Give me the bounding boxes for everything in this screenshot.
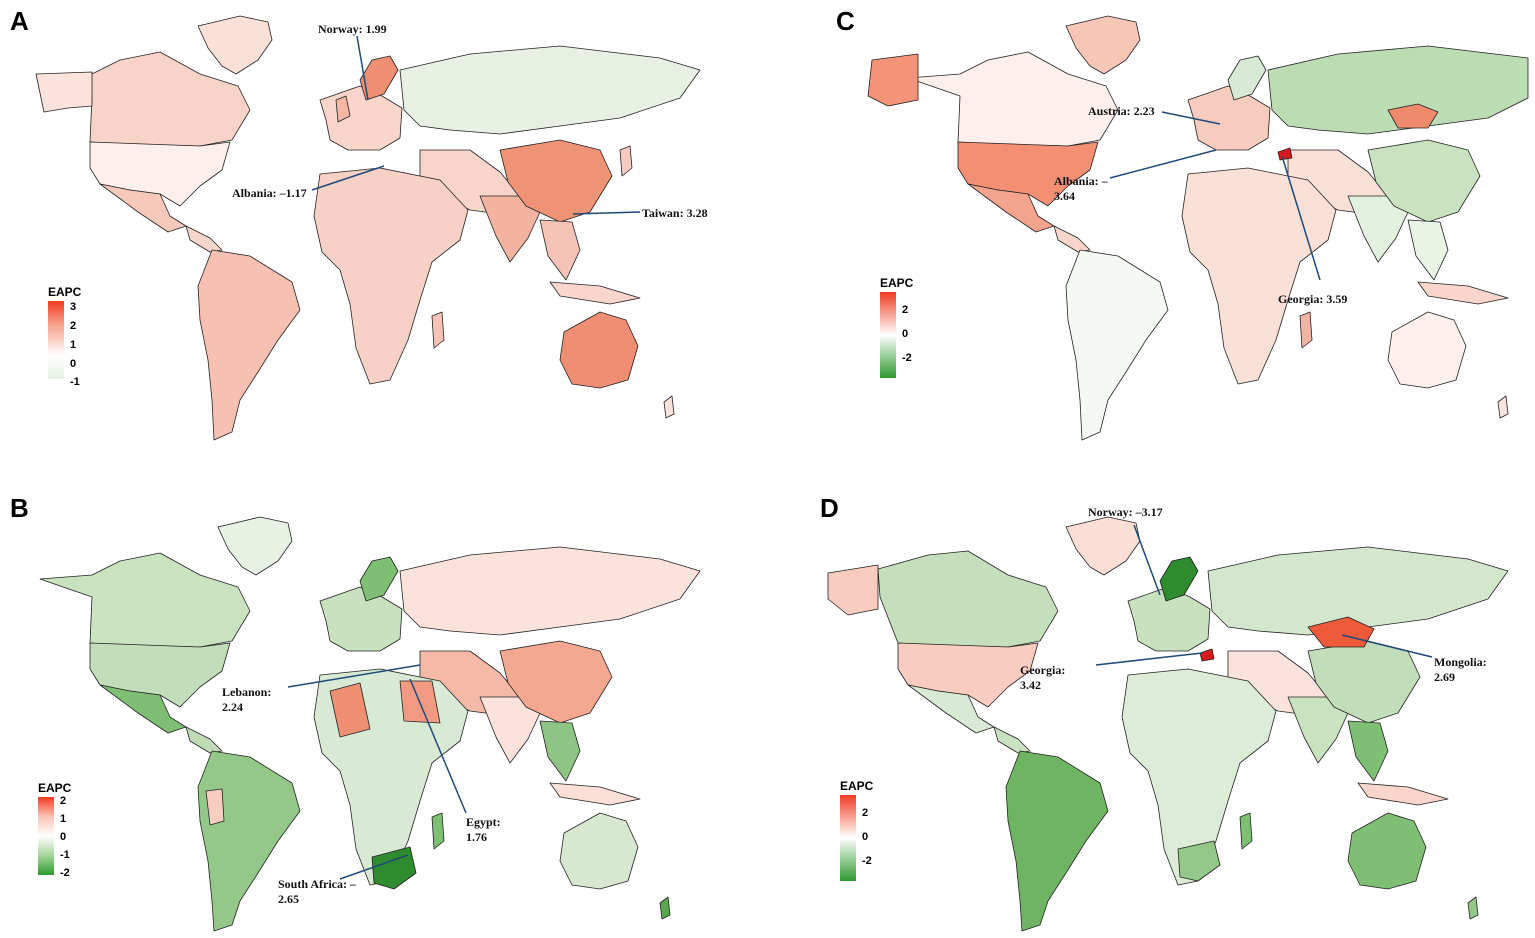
annotation-georgia: Georgia: 3.59 <box>1278 292 1348 306</box>
legend-tick: 2 <box>862 807 869 819</box>
south-america <box>197 249 301 441</box>
panel-label: A <box>10 6 29 36</box>
se-asia <box>539 219 581 281</box>
world-map <box>39 516 701 932</box>
panel-c: C Au <box>768 0 1535 469</box>
uk <box>335 95 351 123</box>
world-map <box>35 15 701 441</box>
panel-label: C <box>836 6 855 36</box>
egypt-leader <box>409 678 467 814</box>
legend-tick: 0 <box>70 358 77 370</box>
greenland <box>197 15 273 75</box>
albania-leader <box>1109 149 1217 179</box>
norway-leader <box>356 35 369 101</box>
russia <box>399 45 701 135</box>
legend-tick: 0 <box>60 831 67 843</box>
annotation-south-africa: South Africa: –2.65 <box>278 877 356 906</box>
annotation-lebanon: Lebanon: 2.24 <box>222 685 272 714</box>
central-america <box>185 225 223 253</box>
georgia-leader <box>1281 155 1321 281</box>
china <box>499 139 613 223</box>
europe-west <box>319 85 403 151</box>
annotation-norway: Norway: 1.99 <box>318 22 387 36</box>
panel-d: D <box>768 469 1535 938</box>
annotation-albania: Albania: –3.64 <box>1054 174 1108 203</box>
legend-tick: 0 <box>902 328 909 340</box>
panel-label: D <box>820 493 839 523</box>
madagascar <box>431 311 445 349</box>
africa <box>313 167 469 385</box>
legend-colorbar <box>48 301 64 379</box>
legend-title: EAPC <box>840 779 874 793</box>
taiwan-leader <box>572 211 641 215</box>
annotation-norway: Norway: –3.17 <box>1088 505 1163 519</box>
legend-title: EAPC <box>38 781 72 795</box>
legend-colorbar <box>38 797 54 875</box>
lebanon-leader <box>287 664 421 688</box>
legend-title: EAPC <box>880 276 914 290</box>
legend-colorbar <box>840 795 856 881</box>
usa <box>89 141 231 207</box>
norway-leader <box>1133 524 1161 596</box>
mexico <box>99 183 187 233</box>
mongolia-leader <box>1341 634 1433 658</box>
alaska <box>35 71 93 113</box>
austria-leader <box>1161 111 1221 125</box>
legend-tick: 3 <box>70 301 77 313</box>
legend-tick: 2 <box>70 320 77 332</box>
legend-title: EAPC <box>48 285 82 299</box>
legend-tick: 1 <box>60 813 67 825</box>
panel-label: B <box>10 493 29 523</box>
panel-a: A No <box>0 0 767 469</box>
legend-tick: -2 <box>902 352 912 364</box>
legend-tick: 1 <box>70 339 77 351</box>
legend-tick: -2 <box>60 867 70 879</box>
annotation-mongolia: Mongolia: 2.69 <box>1434 655 1487 684</box>
australia <box>559 311 639 389</box>
world-map <box>827 516 1509 932</box>
legend-tick: -2 <box>862 855 872 867</box>
panel-b: B <box>0 469 767 938</box>
annotation-albania: Albania: –1.17 <box>232 186 307 200</box>
annotation-egypt: Egypt: 1.76 <box>466 815 501 844</box>
south-africa-leader <box>339 854 409 880</box>
legend-tick: 2 <box>60 795 67 807</box>
annotation-taiwan: Taiwan: 3.28 <box>642 206 708 220</box>
legend-tick: -1 <box>70 376 80 388</box>
legend-tick: 0 <box>862 831 869 843</box>
japan <box>619 145 633 177</box>
indonesia <box>549 281 641 305</box>
albania-leader <box>311 165 385 191</box>
world-map <box>867 15 1529 441</box>
georgia-leader <box>1095 652 1203 666</box>
legend-tick: -1 <box>60 849 70 861</box>
norway <box>359 55 399 101</box>
annotation-georgia: Georgia: 3.42 <box>1020 663 1066 692</box>
annotation-austria: Austria: 2.23 <box>1088 104 1155 118</box>
new-zealand <box>663 395 675 419</box>
legend-colorbar <box>880 292 896 378</box>
legend-tick: 2 <box>902 304 909 316</box>
